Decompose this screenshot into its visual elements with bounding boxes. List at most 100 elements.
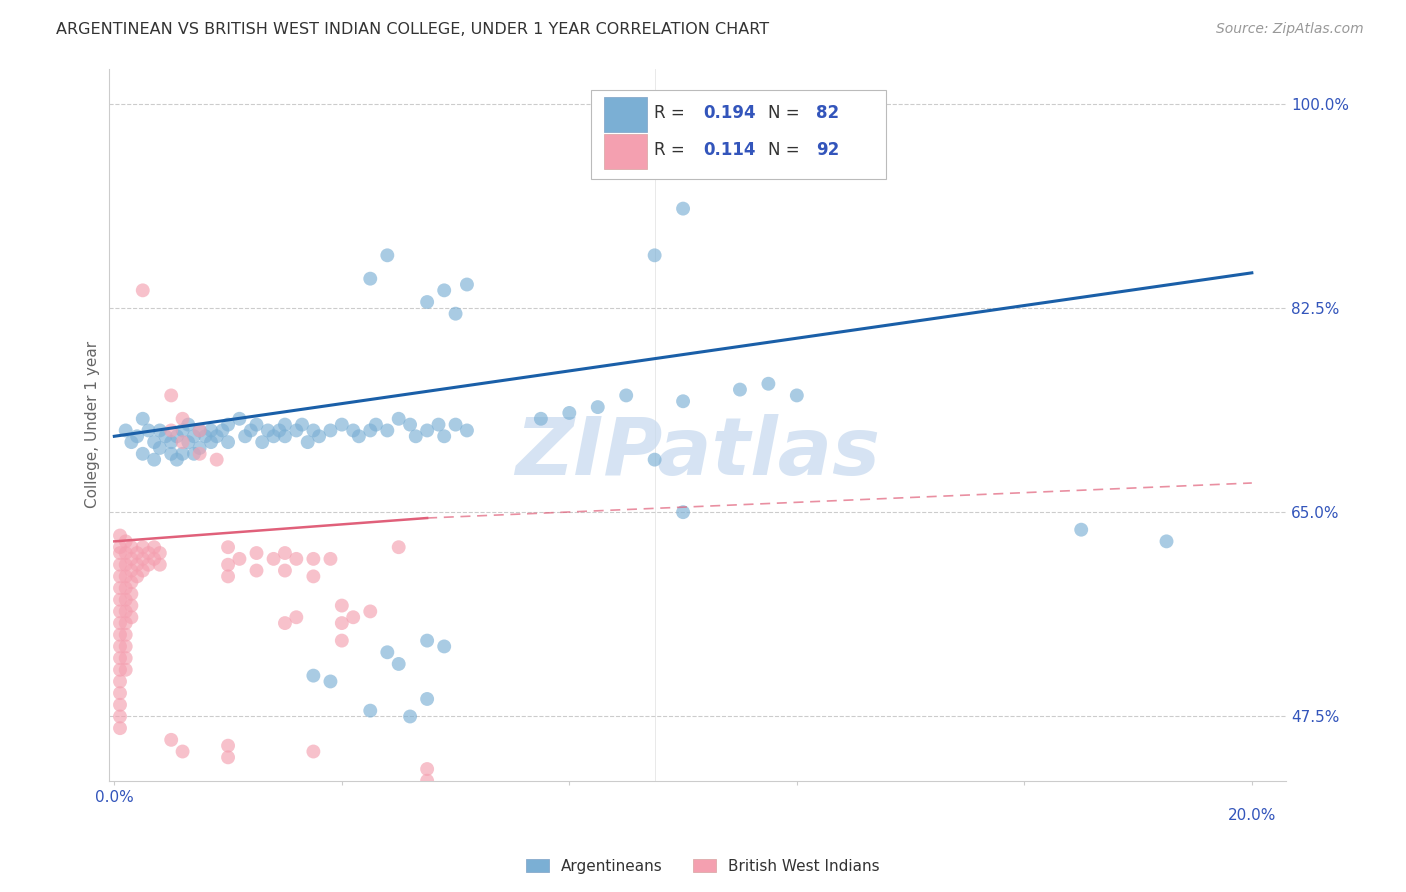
Point: [416, 424, 439, 438]
Point: [132, 540, 155, 554]
Point: [143, 540, 166, 554]
Point: [108, 674, 131, 689]
Point: [586, 400, 609, 414]
Point: [138, 546, 160, 560]
Point: [143, 552, 166, 566]
Point: [319, 674, 342, 689]
Point: [263, 552, 285, 566]
Point: [245, 564, 267, 578]
Point: [433, 429, 456, 443]
Text: R =: R =: [654, 141, 690, 159]
Point: [263, 429, 285, 443]
Text: Source: ZipAtlas.com: Source: ZipAtlas.com: [1216, 22, 1364, 37]
Point: [172, 447, 194, 461]
Point: [433, 284, 456, 298]
Point: [405, 429, 427, 443]
Point: [149, 441, 172, 455]
Point: [108, 558, 131, 572]
Point: [217, 569, 239, 583]
Point: [644, 248, 666, 262]
Point: [108, 616, 131, 631]
Point: [359, 704, 381, 718]
Point: [155, 429, 177, 443]
Point: [108, 592, 131, 607]
Point: [114, 604, 136, 618]
Point: [330, 417, 353, 432]
Point: [375, 645, 398, 659]
Point: [302, 552, 325, 566]
Point: [125, 558, 148, 572]
Point: [217, 750, 239, 764]
Point: [364, 417, 387, 432]
Point: [228, 552, 250, 566]
Point: [530, 411, 553, 425]
Point: [125, 429, 148, 443]
Point: [108, 698, 131, 712]
Point: [114, 424, 136, 438]
Point: [456, 277, 478, 292]
Point: [205, 429, 228, 443]
Text: R =: R =: [654, 103, 690, 121]
Point: [302, 745, 325, 759]
Text: 0.114: 0.114: [703, 141, 755, 159]
Point: [114, 640, 136, 654]
Point: [359, 424, 381, 438]
Point: [188, 424, 211, 438]
Point: [302, 569, 325, 583]
Text: ARGENTINEAN VS BRITISH WEST INDIAN COLLEGE, UNDER 1 YEAR CORRELATION CHART: ARGENTINEAN VS BRITISH WEST INDIAN COLLE…: [56, 22, 769, 37]
Point: [308, 429, 330, 443]
Point: [108, 581, 131, 595]
Point: [228, 411, 250, 425]
Point: [285, 424, 308, 438]
Point: [342, 610, 364, 624]
FancyBboxPatch shape: [605, 97, 647, 132]
Point: [302, 668, 325, 682]
Point: [758, 376, 780, 391]
Point: [274, 546, 297, 560]
Point: [177, 435, 200, 450]
Point: [108, 628, 131, 642]
Point: [330, 633, 353, 648]
Point: [375, 248, 398, 262]
Point: [114, 546, 136, 560]
Point: [291, 417, 314, 432]
Point: [644, 452, 666, 467]
Point: [416, 773, 439, 788]
Point: [239, 424, 262, 438]
Point: [217, 417, 239, 432]
Point: [1070, 523, 1092, 537]
Point: [114, 581, 136, 595]
Point: [614, 388, 637, 402]
Point: [359, 271, 381, 285]
Point: [444, 307, 467, 321]
FancyBboxPatch shape: [605, 134, 647, 169]
Point: [388, 657, 411, 671]
Point: [359, 604, 381, 618]
Point: [108, 569, 131, 583]
Point: [132, 284, 155, 298]
Point: [399, 709, 422, 723]
Point: [108, 540, 131, 554]
Point: [217, 540, 239, 554]
Point: [217, 558, 239, 572]
Point: [149, 546, 172, 560]
Point: [416, 633, 439, 648]
Point: [172, 424, 194, 438]
Point: [172, 435, 194, 450]
Point: [108, 721, 131, 735]
Point: [114, 558, 136, 572]
Point: [388, 411, 411, 425]
Point: [120, 610, 142, 624]
Point: [375, 424, 398, 438]
Point: [108, 528, 131, 542]
Point: [217, 435, 239, 450]
Text: ZIPatlas: ZIPatlas: [515, 414, 880, 492]
Point: [217, 739, 239, 753]
Point: [132, 411, 155, 425]
Point: [166, 452, 188, 467]
Point: [114, 592, 136, 607]
Point: [160, 732, 183, 747]
Text: 0.194: 0.194: [703, 103, 756, 121]
Point: [1156, 534, 1178, 549]
Point: [672, 394, 695, 409]
